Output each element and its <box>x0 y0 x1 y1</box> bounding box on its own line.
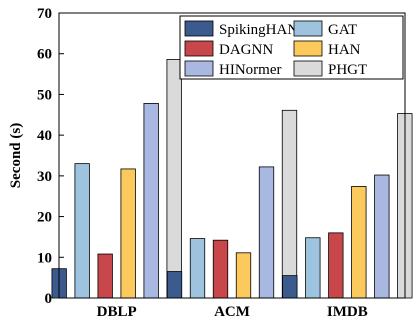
legend-label-hinormer: HINormer <box>219 62 281 78</box>
bar-acm-phgt <box>281 109 298 299</box>
bar-dblp-hinormer <box>143 102 159 299</box>
bar-acm-spikinghan <box>166 271 183 299</box>
bar-imdb-han <box>351 186 367 299</box>
bar-dblp-han <box>120 168 136 299</box>
legend-box <box>179 15 404 80</box>
bar-acm-gat <box>189 238 206 299</box>
bar-imdb-gat <box>305 237 321 299</box>
legend-swatch-hinormer <box>184 60 214 77</box>
bar-imdb-spikinghan <box>282 275 298 299</box>
bar-dblp-dagnn <box>97 253 113 299</box>
y-tick-label: 30 <box>37 169 52 185</box>
legend-label-dagnn: DAGNN <box>219 42 273 58</box>
bar-imdb-dagnn <box>328 232 344 299</box>
y-tick-label: 0 <box>45 291 53 307</box>
y-tick-label: 20 <box>37 210 52 226</box>
y-tick-label: 40 <box>37 128 52 144</box>
legend-swatch-dagnn <box>184 40 214 57</box>
x-tick-label-imdb: IMDB <box>327 304 368 320</box>
y-tick-label: 50 <box>37 87 52 103</box>
legend-label-han: HAN <box>328 42 361 58</box>
bar-imdb-hinormer <box>374 174 390 299</box>
x-tick-label-dblp: DBLP <box>97 304 137 320</box>
y-tick-label: 10 <box>37 250 52 266</box>
legend: SpikingHAN GAT DAGNN HAN HINormer PHGT <box>179 15 404 80</box>
y-axis-label: Second (s) <box>8 123 24 188</box>
legend-swatch-phgt <box>293 60 323 77</box>
bar-dblp-phgt <box>166 59 182 299</box>
y-ticks: 0 10 20 30 40 50 60 70 <box>37 6 64 307</box>
plot-frame <box>58 12 406 299</box>
bar-acm-dagnn <box>212 239 229 299</box>
bars-layer <box>51 59 413 299</box>
legend-swatch-han <box>293 40 323 57</box>
bar-acm-hinormer <box>258 166 275 299</box>
x-categories: DBLP ACM IMDB <box>97 304 368 320</box>
legend-label-phgt: PHGT <box>328 62 367 78</box>
y-tick-label: 60 <box>37 47 52 63</box>
legend-label-gat: GAT <box>328 22 357 38</box>
y-tick-label: 70 <box>37 6 52 22</box>
legend-label-spikinghan: SpikingHAN <box>219 22 298 38</box>
bar-acm-han <box>235 252 252 299</box>
x-tick-label-acm: ACM <box>214 304 250 320</box>
axes <box>58 12 406 299</box>
legend-swatch-gat <box>293 20 323 37</box>
bar-dblp-gat <box>74 163 90 299</box>
legend-swatch-spikinghan <box>184 20 214 37</box>
